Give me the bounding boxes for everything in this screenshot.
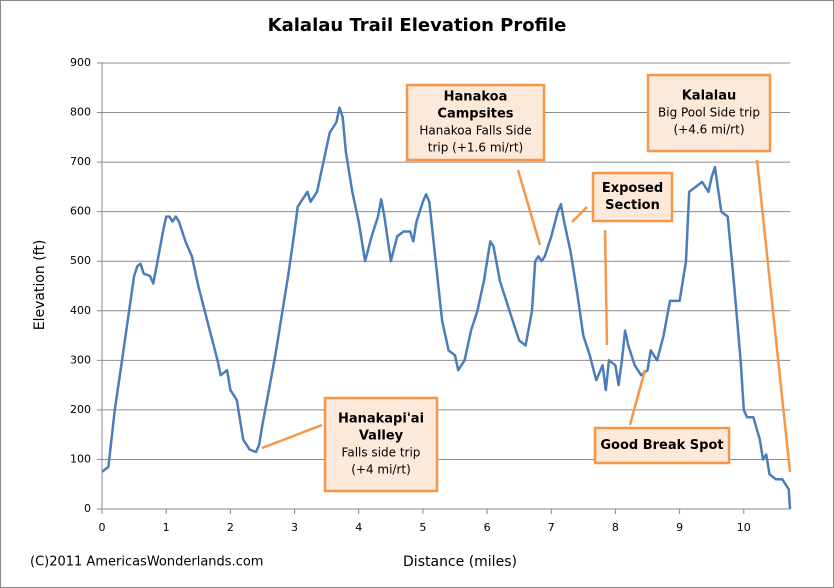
x-tick-label: 5 — [419, 521, 426, 534]
x-axis-label: Distance (miles) — [403, 554, 517, 570]
leader-line — [755, 159, 792, 473]
y-tick-label: 800 — [70, 106, 91, 119]
y-tick-label: 500 — [70, 254, 91, 267]
x-tick-label: 10 — [737, 521, 751, 534]
annotation-title: Section — [605, 198, 660, 213]
x-tick-label: 3 — [291, 521, 298, 534]
y-tick-label: 300 — [70, 353, 91, 366]
y-tick-label: 900 — [70, 56, 91, 69]
annotation-box — [405, 83, 546, 162]
credit: (C)2011 AmericasWonderlands.com — [30, 555, 263, 570]
elevation-line — [101, 106, 792, 510]
y-tick-label: 100 — [70, 452, 91, 465]
leader-line — [603, 229, 609, 346]
y-tick-label: 600 — [70, 205, 91, 218]
x-tick-label: 7 — [548, 521, 555, 534]
y-tick-label: 400 — [70, 304, 91, 317]
x-tick-label: 1 — [163, 521, 170, 534]
y-axis-label: Elevation (ft) — [32, 240, 48, 331]
annotation-title: Good Break Spot — [600, 438, 723, 453]
chart-title: Kalalau Trail Elevation Profile — [268, 15, 567, 36]
annotation-title: Kalalau — [682, 89, 737, 104]
annotation-text: trip (+1.6 mi/rt) — [428, 141, 523, 155]
annotation-title: Campsites — [437, 107, 513, 122]
y-tick-label: 0 — [84, 502, 91, 515]
annotation-text: Big Pool Side trip — [658, 106, 760, 120]
y-tick-label: 200 — [70, 403, 91, 416]
annotation-box — [323, 396, 439, 493]
x-tick-label: 9 — [676, 521, 683, 534]
x-tick-label: 2 — [227, 521, 234, 534]
x-tick-label: 8 — [612, 521, 619, 534]
y-tick-label: 700 — [70, 155, 91, 168]
annotation-title: Hanakapi'ai — [338, 412, 424, 427]
annotation-text: (+4.6 mi/rt) — [673, 123, 744, 137]
annotation-text: Hanakoa Falls Side — [419, 124, 531, 138]
x-tick-label: 6 — [484, 521, 491, 534]
annotation-text: (+4 mi/rt) — [351, 463, 411, 477]
annotation-title: Exposed — [602, 181, 663, 196]
annotation-text: Falls side trip — [342, 446, 421, 460]
annotation-box — [646, 73, 772, 153]
annotation-title: Hanakoa — [444, 90, 508, 105]
leader-line — [261, 423, 323, 450]
leader-line — [571, 206, 588, 223]
annotation-box — [593, 426, 731, 465]
annotation-box — [591, 171, 674, 223]
leader-line — [516, 169, 542, 246]
x-tick-label: 0 — [99, 521, 106, 534]
annotation-title: Valley — [359, 429, 404, 444]
leader-line — [628, 369, 647, 426]
x-tick-label: 4 — [355, 521, 362, 534]
